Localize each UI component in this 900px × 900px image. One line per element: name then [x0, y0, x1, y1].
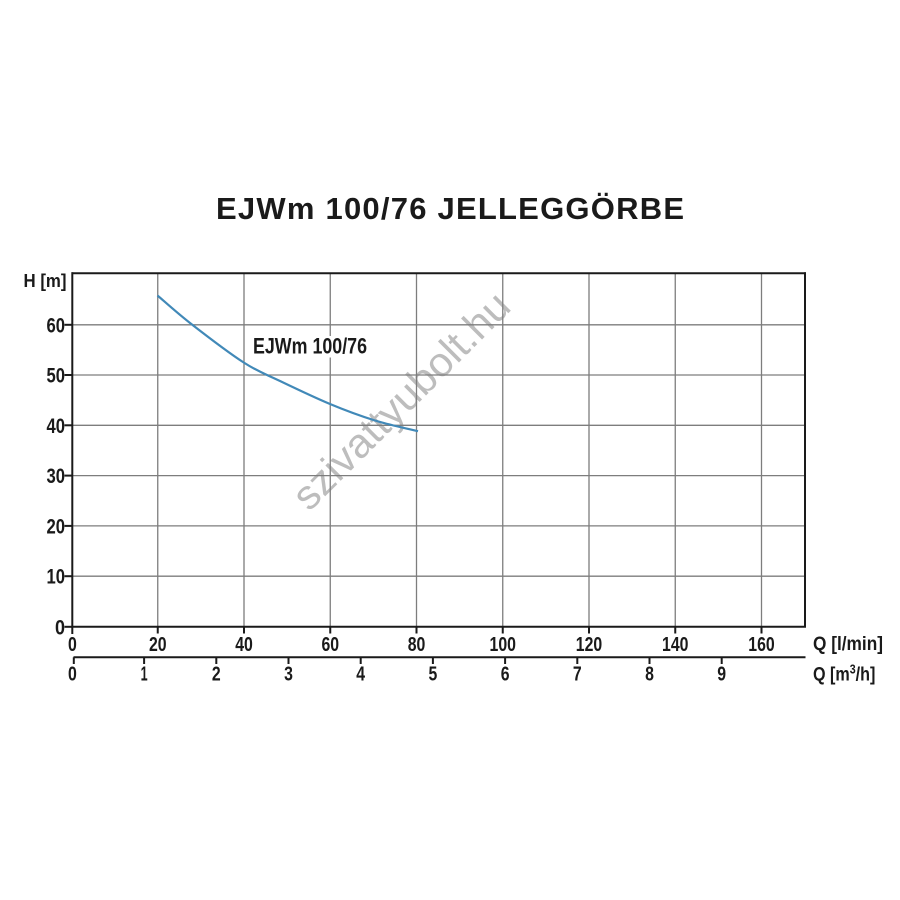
svg-text:1: 1: [141, 664, 148, 686]
svg-text:6: 6: [501, 664, 510, 686]
svg-text:EJWm 100/76 JELLEGGÖRBE: EJWm 100/76 JELLEGGÖRBE: [216, 191, 684, 226]
svg-text:8: 8: [645, 664, 654, 686]
svg-text:40: 40: [47, 415, 66, 438]
svg-text:9: 9: [717, 664, 726, 686]
svg-text:20: 20: [47, 515, 66, 538]
svg-text:Q [m3/h]: Q [m3/h]: [813, 663, 875, 685]
svg-text:7: 7: [573, 664, 582, 686]
svg-text:EJWm 100/76: EJWm 100/76: [253, 334, 367, 359]
svg-text:30: 30: [47, 465, 66, 488]
svg-text:Q [l/min]: Q [l/min]: [813, 634, 883, 655]
svg-text:5: 5: [429, 664, 438, 686]
svg-text:60: 60: [321, 634, 339, 656]
svg-text:120: 120: [576, 634, 602, 656]
svg-text:10: 10: [47, 566, 66, 589]
svg-text:140: 140: [662, 634, 688, 656]
svg-text:20: 20: [149, 634, 167, 656]
svg-text:100: 100: [490, 634, 516, 656]
svg-text:50: 50: [47, 365, 66, 388]
svg-text:80: 80: [408, 634, 426, 656]
svg-text:2: 2: [212, 664, 221, 686]
svg-text:0: 0: [68, 664, 77, 686]
svg-text:0: 0: [68, 634, 77, 656]
svg-text:H [m]: H [m]: [24, 270, 67, 291]
svg-text:0: 0: [55, 616, 65, 639]
svg-text:60: 60: [47, 314, 66, 337]
svg-text:40: 40: [235, 634, 253, 656]
svg-text:160: 160: [748, 634, 774, 656]
svg-text:3: 3: [284, 664, 293, 686]
svg-text:4: 4: [356, 664, 365, 686]
